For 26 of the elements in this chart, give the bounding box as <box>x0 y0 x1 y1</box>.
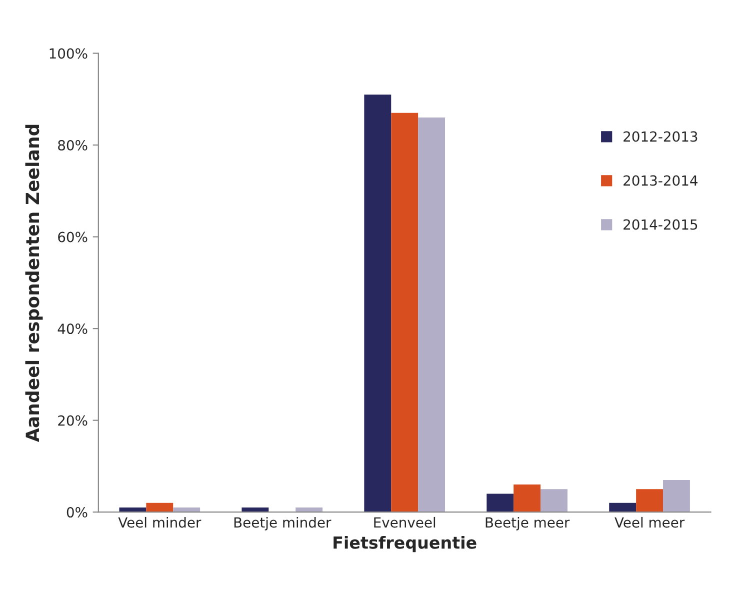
bar <box>486 494 514 512</box>
bar <box>364 94 392 512</box>
bar <box>540 489 568 512</box>
x-tick-label: Beetje meer <box>486 516 570 530</box>
legend-label: 2013-2014 <box>624 175 698 186</box>
x-tick-label: Veel minder <box>118 516 202 528</box>
x-tick-label: Veel meer <box>614 516 685 528</box>
bar <box>609 502 636 512</box>
bar <box>418 118 446 512</box>
x-tick-label: Beetje minder <box>234 516 332 530</box>
bar <box>391 112 418 512</box>
bar <box>663 480 690 512</box>
y-tick-label: 100% <box>50 48 88 59</box>
x-tick-label: Evenveel <box>374 516 436 528</box>
y-tick-label: 40% <box>58 324 88 334</box>
y-axis-title: Aandeel respondenten Zeeland <box>25 124 43 442</box>
y-tick-label: 80% <box>58 140 88 151</box>
x-axis-title: Fietsfrequentie <box>334 536 476 552</box>
bar <box>636 489 664 512</box>
y-tick-label: 20% <box>58 415 88 426</box>
y-tick-label: 60% <box>58 232 88 242</box>
legend-label: 2012-2013 <box>624 131 698 142</box>
legend-label: 2014-2015 <box>624 219 698 230</box>
bar <box>514 484 541 512</box>
bar <box>146 502 174 512</box>
y-tick-label: 0% <box>66 507 88 518</box>
